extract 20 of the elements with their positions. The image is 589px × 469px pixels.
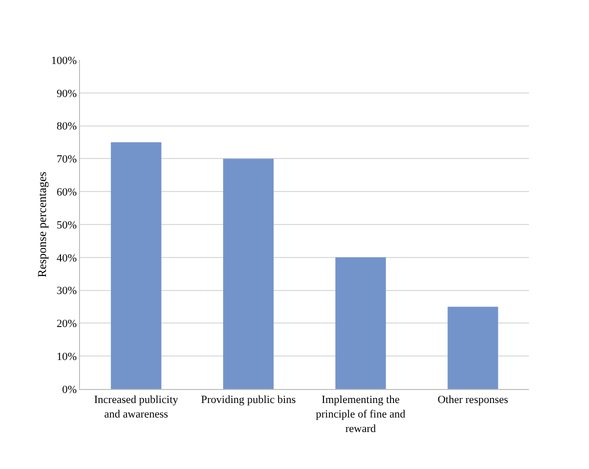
x-tick-label: Providing public bins bbox=[201, 394, 296, 406]
bar bbox=[335, 257, 386, 389]
y-tick-label: 20% bbox=[56, 318, 77, 330]
y-tick-label: 50% bbox=[56, 219, 77, 232]
y-tick-label: 70% bbox=[56, 154, 77, 166]
y-axis-title: Response percentages bbox=[35, 171, 49, 278]
y-tick-label: 40% bbox=[56, 252, 77, 264]
x-tick-label: Implementing the principle of fine and reward bbox=[316, 394, 406, 435]
bar bbox=[110, 142, 162, 389]
y-tick-label: 10% bbox=[56, 350, 77, 363]
y-tick-label: 60% bbox=[56, 186, 77, 198]
y-tick-label: 80% bbox=[56, 120, 77, 133]
x-tick-label: Other responses bbox=[438, 394, 508, 406]
y-tick-label: 100% bbox=[51, 54, 77, 67]
x-tick-label: Increased publicity and awareness bbox=[94, 394, 179, 420]
bar bbox=[448, 306, 498, 389]
bar bbox=[223, 158, 274, 389]
y-tick-label: 90% bbox=[56, 88, 77, 100]
y-tick-label: 0% bbox=[62, 384, 77, 396]
y-tick-label: 30% bbox=[56, 285, 77, 298]
